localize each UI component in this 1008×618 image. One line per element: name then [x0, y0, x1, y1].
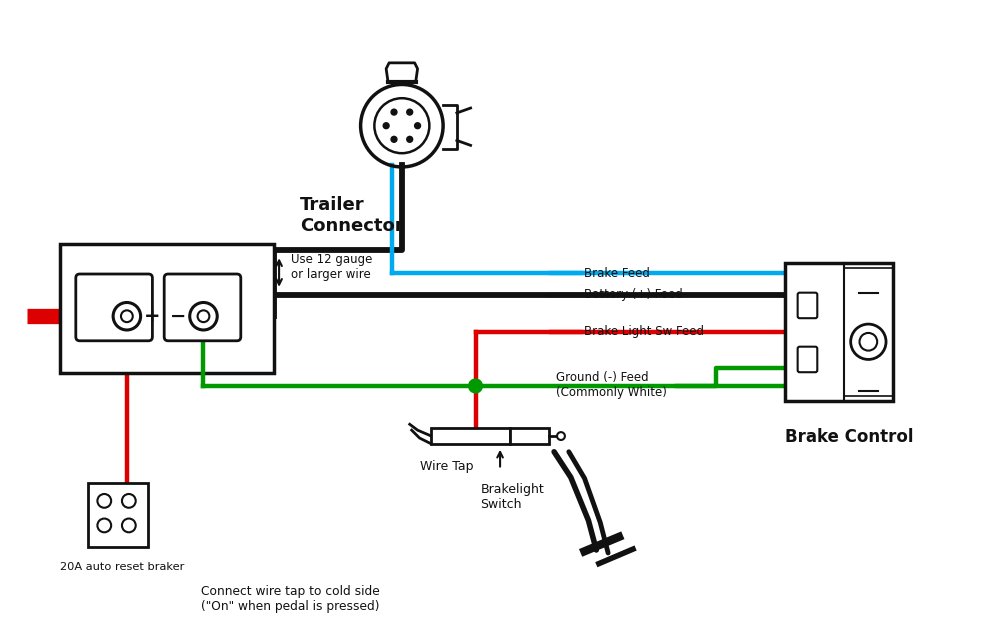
FancyBboxPatch shape [60, 243, 274, 373]
Text: Brakelight
Switch: Brakelight Switch [481, 483, 544, 511]
FancyBboxPatch shape [164, 274, 241, 341]
FancyBboxPatch shape [785, 263, 893, 400]
FancyBboxPatch shape [510, 428, 549, 444]
FancyBboxPatch shape [88, 483, 148, 547]
Circle shape [383, 123, 389, 129]
Text: Connect wire tap to cold side
("On" when pedal is pressed): Connect wire tap to cold side ("On" when… [201, 585, 379, 613]
Text: Use 12 gauge
or larger wire: Use 12 gauge or larger wire [291, 253, 372, 281]
FancyBboxPatch shape [797, 293, 817, 318]
Text: 20A auto reset braker: 20A auto reset braker [60, 562, 184, 572]
Text: −: − [170, 307, 186, 326]
Circle shape [469, 379, 483, 393]
Text: Trailer
Connector: Trailer Connector [299, 197, 403, 235]
FancyBboxPatch shape [431, 428, 510, 444]
Text: Battery (+) Feed: Battery (+) Feed [584, 288, 682, 301]
Circle shape [407, 137, 412, 142]
FancyBboxPatch shape [797, 347, 817, 372]
Text: Brake Light Sw Feed: Brake Light Sw Feed [584, 326, 704, 339]
Circle shape [557, 432, 564, 440]
Circle shape [414, 123, 420, 129]
Circle shape [391, 109, 397, 115]
Circle shape [391, 137, 397, 142]
Text: Brake Feed: Brake Feed [584, 266, 649, 279]
Text: Brake Control: Brake Control [785, 428, 913, 446]
Text: +: + [143, 307, 160, 326]
Circle shape [407, 109, 412, 115]
FancyBboxPatch shape [76, 274, 152, 341]
Text: Ground (-) Feed
(Commonly White): Ground (-) Feed (Commonly White) [556, 371, 667, 399]
Text: Wire Tap: Wire Tap [419, 460, 473, 473]
